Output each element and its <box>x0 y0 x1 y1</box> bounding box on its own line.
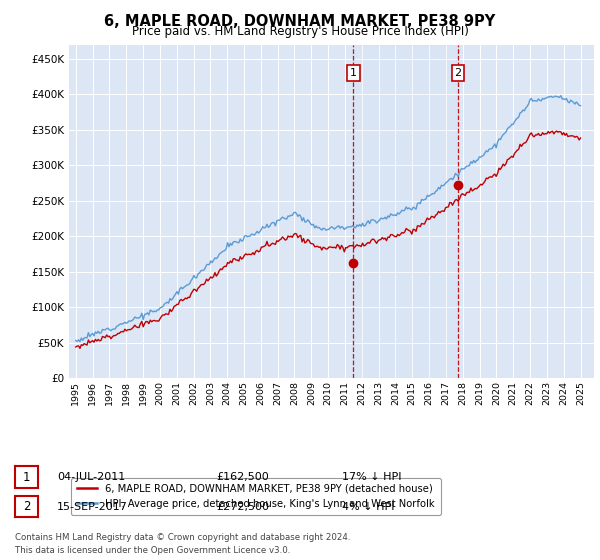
Bar <box>353 45 458 378</box>
Text: 17% ↓ HPI: 17% ↓ HPI <box>342 472 401 482</box>
Text: 6, MAPLE ROAD, DOWNHAM MARKET, PE38 9PY: 6, MAPLE ROAD, DOWNHAM MARKET, PE38 9PY <box>104 14 496 29</box>
Text: Contains HM Land Registry data © Crown copyright and database right 2024.
This d: Contains HM Land Registry data © Crown c… <box>15 533 350 554</box>
Text: 04-JUL-2011: 04-JUL-2011 <box>57 472 125 482</box>
Text: 1: 1 <box>23 470 30 484</box>
Text: 4% ↓ HPI: 4% ↓ HPI <box>342 502 395 512</box>
Text: £162,500: £162,500 <box>216 472 269 482</box>
Text: 2: 2 <box>454 68 461 78</box>
Text: Price paid vs. HM Land Registry's House Price Index (HPI): Price paid vs. HM Land Registry's House … <box>131 25 469 38</box>
Text: £272,500: £272,500 <box>216 502 269 512</box>
Text: 1: 1 <box>350 68 357 78</box>
Text: 2: 2 <box>23 500 30 514</box>
Text: 15-SEP-2017: 15-SEP-2017 <box>57 502 128 512</box>
Legend: 6, MAPLE ROAD, DOWNHAM MARKET, PE38 9PY (detached house), HPI: Average price, de: 6, MAPLE ROAD, DOWNHAM MARKET, PE38 9PY … <box>71 478 441 515</box>
